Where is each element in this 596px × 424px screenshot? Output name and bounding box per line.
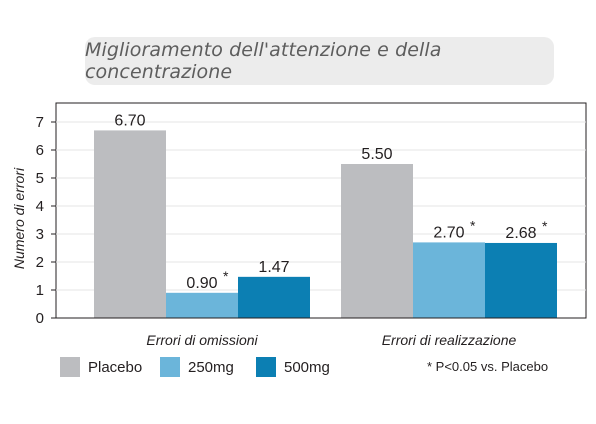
y-tick-label: 2 bbox=[36, 254, 44, 271]
legend-item-placebo: Placebo bbox=[60, 357, 142, 377]
y-tick-label: 1 bbox=[36, 282, 44, 299]
significance-marker: * bbox=[223, 268, 229, 284]
legend-swatch-500mg bbox=[256, 357, 276, 377]
bar bbox=[485, 242, 557, 318]
legend-item-500mg: 500mg bbox=[256, 357, 330, 377]
bar bbox=[341, 164, 413, 318]
legend-label-placebo: Placebo bbox=[88, 358, 143, 376]
y-axis-label: Numero di errori bbox=[11, 167, 27, 269]
x-category-label: Errori di omissioni bbox=[146, 332, 258, 348]
chart-title: Miglioramento dell'attenzione e della co… bbox=[85, 39, 442, 83]
data-label: 1.47 bbox=[258, 259, 289, 276]
bar bbox=[413, 242, 485, 318]
x-category-label: Errori di realizzazione bbox=[382, 332, 517, 348]
data-label: 5.50 bbox=[361, 146, 392, 163]
y-tick-label: 4 bbox=[36, 198, 44, 215]
significance-marker: * bbox=[542, 218, 548, 234]
bar bbox=[94, 130, 166, 318]
legend-label-250mg: 250mg bbox=[188, 358, 234, 376]
bar bbox=[238, 276, 310, 318]
y-tick-label: 0 bbox=[36, 310, 44, 327]
data-label: 2.70 bbox=[433, 224, 464, 241]
data-label: 0.90 bbox=[186, 275, 217, 292]
y-tick-label: 7 bbox=[36, 114, 44, 131]
legend-item-250mg: 250mg bbox=[160, 357, 234, 377]
legend-swatch-250mg bbox=[160, 357, 180, 377]
chart-title-box: Miglioramento dell'attenzione e della co… bbox=[85, 37, 554, 85]
data-label: 2.68 bbox=[505, 225, 536, 242]
legend-swatch-placebo bbox=[60, 357, 80, 377]
significance-marker: * bbox=[470, 217, 476, 233]
legend-label-500mg: 500mg bbox=[284, 358, 330, 376]
data-label: 6.70 bbox=[114, 112, 145, 129]
y-tick-label: 5 bbox=[36, 170, 44, 187]
bar bbox=[166, 292, 238, 318]
y-tick-label: 3 bbox=[36, 226, 44, 243]
significance-footnote: * P<0.05 vs. Placebo bbox=[427, 359, 549, 374]
y-tick-label: 6 bbox=[36, 142, 44, 159]
